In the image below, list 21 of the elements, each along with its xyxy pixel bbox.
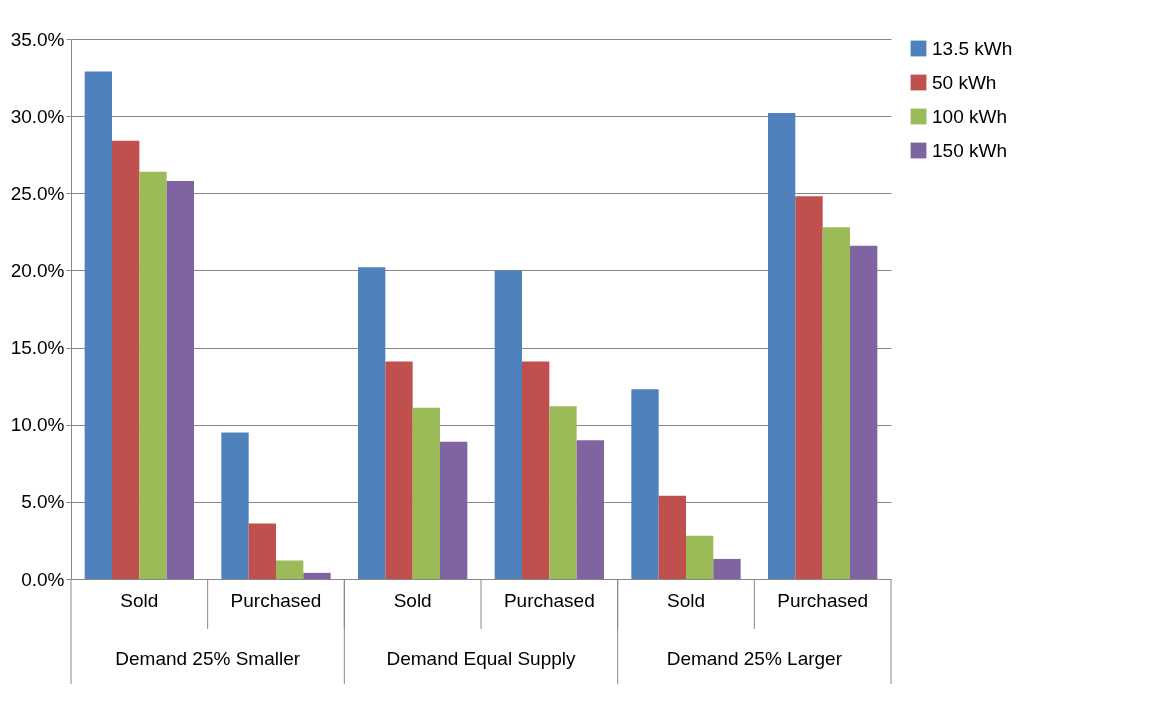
y-tick-label: 35.0%: [10, 28, 65, 50]
y-tick-label: 30.0%: [10, 105, 65, 127]
x-tick-label: Sold: [666, 589, 706, 611]
legend-label: 100 kWh: [932, 105, 1007, 127]
legend-label: 150 kWh: [932, 139, 1007, 161]
legend-label: 50 kWh: [932, 71, 997, 93]
x-tick-label: Purchased: [230, 589, 322, 611]
x-tick-label: Sold: [393, 589, 432, 611]
y-tick-label: 0.0%: [21, 568, 65, 590]
y-tick-label: 25.0%: [10, 182, 65, 204]
y-tick-label: 10.0%: [10, 414, 65, 436]
y-tick-label: 5.0%: [21, 491, 65, 513]
legend-label: 13.5 kWh: [932, 37, 1013, 59]
y-tick-label: 15.0%: [10, 337, 65, 359]
y-tick-label: 20.0%: [10, 259, 65, 281]
x-tick-label: Purchased: [503, 589, 595, 611]
x-tick-label: Sold: [120, 589, 159, 611]
x-tick-label: Purchased: [777, 589, 869, 611]
text: Demand 25% Smaller: [115, 648, 301, 669]
text: Demand 25% Larger: [666, 648, 843, 669]
text: Demand Equal Supply: [386, 648, 577, 669]
